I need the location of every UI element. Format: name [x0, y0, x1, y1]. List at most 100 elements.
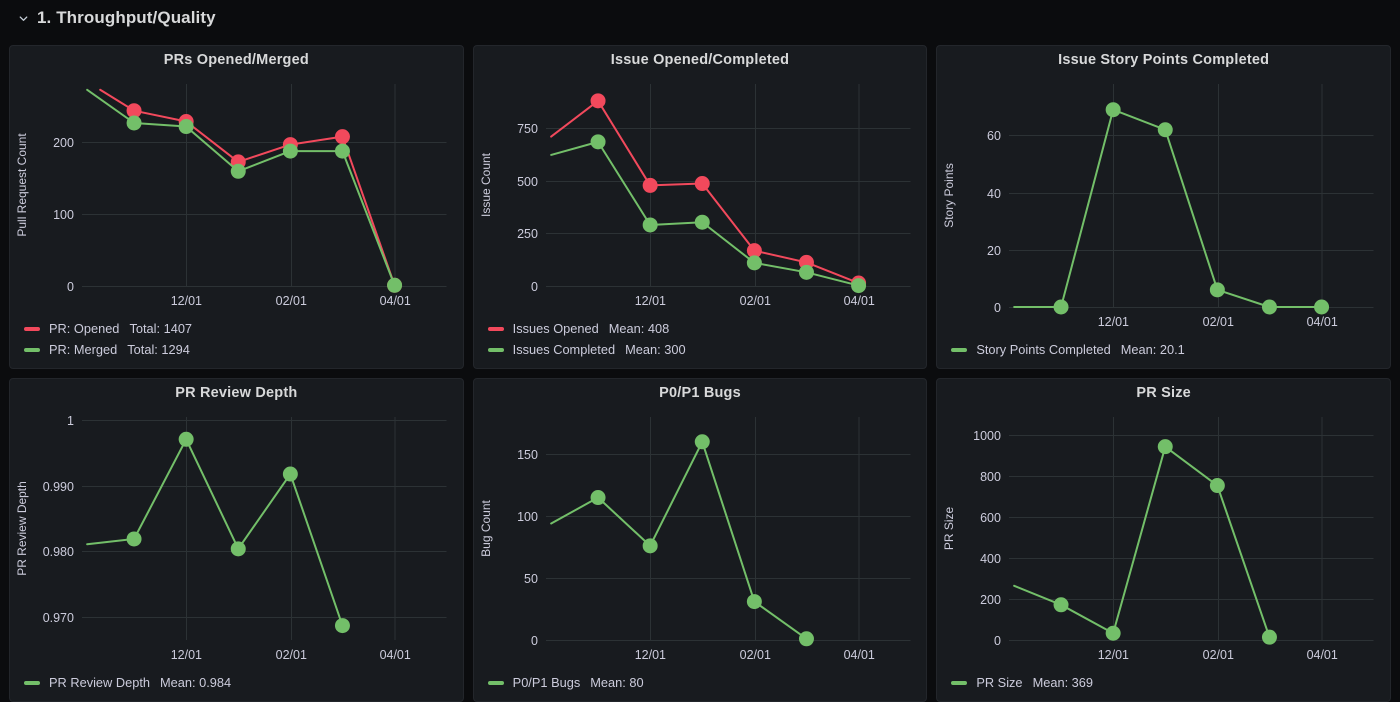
- panel-title: P0/P1 Bugs: [659, 385, 741, 401]
- data-point-marker[interactable]: [178, 119, 194, 135]
- data-point-marker[interactable]: [590, 134, 606, 150]
- y-axis-tick-label: 0: [994, 301, 1001, 315]
- row-header-throughput-quality[interactable]: 1. Throughput/Quality: [0, 0, 1400, 36]
- data-point-marker[interactable]: [1314, 299, 1330, 315]
- legend-item[interactable]: Issues Opened Mean: 408: [487, 318, 927, 339]
- chart-svg: 0 200 400 600 800 1000 12/01 02/01 04/01 PR Size: [942, 417, 1374, 662]
- chart-area[interactable]: 0 250 500 750 12/01 02/01 04/01 Issue Count: [474, 70, 927, 316]
- y-axis-tick-label: 200: [53, 136, 74, 150]
- data-point-marker[interactable]: [1053, 299, 1069, 315]
- panel-prs-opened-merged[interactable]: PRs Opened/Merged 0 100 200 12/01 02/01 04/01 P…: [9, 45, 464, 369]
- legend-series-name: PR: Opened: [49, 321, 120, 336]
- data-point-marker[interactable]: [1158, 439, 1174, 455]
- y-axis-tick-label: 800: [980, 470, 1001, 484]
- data-point-marker[interactable]: [387, 277, 403, 293]
- data-point-marker[interactable]: [126, 115, 142, 131]
- x-axis-tick-label: 04/01: [1307, 315, 1338, 329]
- data-point-marker[interactable]: [334, 129, 350, 145]
- legend-color-swatch: [24, 326, 40, 331]
- x-axis-tick-label: 12/01: [634, 294, 665, 308]
- data-point-marker[interactable]: [1105, 625, 1121, 641]
- y-axis-tick-label: 500: [517, 175, 538, 189]
- data-point-marker[interactable]: [126, 531, 142, 547]
- y-axis-title: Pull Request Count: [15, 133, 29, 237]
- data-point-marker[interactable]: [1210, 282, 1226, 298]
- x-axis-tick-label: 04/01: [843, 648, 874, 662]
- legend-item[interactable]: Story Points Completed Mean: 20.1: [951, 339, 1390, 360]
- data-point-marker[interactable]: [126, 103, 142, 119]
- chart-svg: 0.970 0.980 0.990 1 12/01 02/01 04/01 PR Review…: [15, 414, 447, 662]
- chart-area[interactable]: 0 50 100 150 12/01 02/01 04/01 Bug Count: [474, 403, 927, 670]
- data-point-marker[interactable]: [1210, 478, 1226, 494]
- panel-title: Issue Opened/Completed: [610, 52, 790, 68]
- x-axis-tick-label: 04/01: [380, 294, 411, 308]
- data-point-marker[interactable]: [1262, 629, 1278, 645]
- y-axis-tick-label: 1000: [974, 429, 1002, 443]
- y-axis-tick-label: 400: [980, 552, 1001, 566]
- panel-p0-p1-bugs[interactable]: P0/P1 Bugs 0 50 100 150 12/01 02/01 04/01 Bug Co…: [472, 378, 928, 702]
- chart-area[interactable]: 0.970 0.980 0.990 1 12/01 02/01 04/01 PR Review…: [10, 403, 463, 670]
- y-axis-tick-label: 250: [517, 227, 538, 241]
- legend-series-name: Issues Completed: [512, 342, 616, 357]
- legend-item[interactable]: PR Size Mean: 369: [951, 672, 1390, 693]
- legend-series-name: Story Points Completed: [976, 342, 1111, 357]
- data-point-marker[interactable]: [642, 177, 658, 193]
- x-axis-tick-label: 02/01: [1203, 315, 1234, 329]
- chart-area[interactable]: 0 20 40 60 12/01 02/01 04/01 Story Points: [937, 70, 1390, 337]
- data-point-marker[interactable]: [798, 264, 814, 280]
- panel-pr-size[interactable]: PR Size 0 200 400 600 800 1000 12/01 02/01 04/01 P…: [936, 378, 1391, 702]
- data-point-marker[interactable]: [282, 143, 298, 159]
- data-point-marker[interactable]: [1105, 102, 1121, 118]
- data-point-marker[interactable]: [694, 214, 710, 230]
- panel-issue-opened-completed[interactable]: Issue Opened/Completed 0 250 500 750 12/01 02/…: [472, 45, 928, 369]
- legend-series-stat: Mean: 0.984: [160, 675, 232, 690]
- data-point-marker[interactable]: [694, 176, 710, 192]
- chart-legend: PR Size Mean: 369: [937, 670, 1390, 701]
- data-point-marker[interactable]: [642, 217, 658, 233]
- panel-grid: PRs Opened/Merged 0 100 200 12/01 02/01 04/01 P…: [0, 36, 1400, 702]
- y-axis-tick-label: 0.970: [43, 611, 74, 625]
- chart-area[interactable]: 0 100 200 12/01 02/01 04/01 Pull Request Count: [10, 70, 463, 316]
- data-point-marker[interactable]: [334, 143, 350, 159]
- x-axis-tick-label: 04/01: [1307, 648, 1338, 662]
- data-point-marker[interactable]: [282, 466, 298, 482]
- series-line: [549, 440, 808, 640]
- data-point-marker[interactable]: [798, 631, 814, 647]
- legend-series-stat: Mean: 300: [625, 342, 686, 357]
- panel-pr-review-depth[interactable]: PR Review Depth 0.970 0.980 0.990 1 12/01 02/0…: [9, 378, 464, 702]
- data-point-marker[interactable]: [230, 541, 246, 557]
- legend-item[interactable]: PR: Merged Total: 1294: [24, 339, 463, 360]
- x-axis-tick-label: 12/01: [171, 294, 202, 308]
- data-point-marker[interactable]: [334, 618, 350, 634]
- data-point-marker[interactable]: [178, 431, 194, 447]
- data-point-marker[interactable]: [590, 490, 606, 506]
- legend-item[interactable]: PR Review Depth Mean: 0.984: [24, 672, 463, 693]
- y-axis-tick-label: 0: [531, 634, 538, 648]
- chart-legend: P0/P1 Bugs Mean: 80: [474, 670, 927, 701]
- data-point-marker[interactable]: [746, 594, 762, 610]
- legend-item[interactable]: PR: Opened Total: 1407: [24, 318, 463, 339]
- chart-area[interactable]: 0 200 400 600 800 1000 12/01 02/01 04/01 PR Size: [937, 403, 1390, 670]
- data-point-marker[interactable]: [1158, 122, 1174, 138]
- data-point-marker[interactable]: [746, 243, 762, 259]
- legend-series-stat: Mean: 20.1: [1120, 342, 1185, 357]
- data-point-marker[interactable]: [1262, 299, 1278, 315]
- legend-series-stat: Total: 1294: [127, 342, 190, 357]
- series-line: [86, 438, 344, 627]
- data-point-marker[interactable]: [850, 278, 866, 294]
- data-point-marker[interactable]: [590, 93, 606, 109]
- legend-item[interactable]: P0/P1 Bugs Mean: 80: [487, 672, 927, 693]
- panel-title: Issue Story Points Completed: [1058, 52, 1270, 68]
- data-point-marker[interactable]: [1053, 597, 1069, 613]
- legend-item[interactable]: Issues Completed Mean: 300: [487, 339, 927, 360]
- panel-issue-story-points-completed[interactable]: Issue Story Points Completed 0 20 40 60 12/01…: [936, 45, 1391, 369]
- data-point-marker[interactable]: [642, 538, 658, 554]
- x-axis-tick-label: 02/01: [1203, 648, 1234, 662]
- x-axis-tick-label: 04/01: [843, 294, 874, 308]
- chevron-down-icon[interactable]: [16, 11, 30, 25]
- y-axis-tick-label: 0.980: [43, 545, 74, 559]
- data-point-marker[interactable]: [230, 163, 246, 179]
- y-axis-tick-label: 40: [987, 187, 1001, 201]
- data-point-marker[interactable]: [694, 434, 710, 450]
- data-point-marker[interactable]: [746, 255, 762, 271]
